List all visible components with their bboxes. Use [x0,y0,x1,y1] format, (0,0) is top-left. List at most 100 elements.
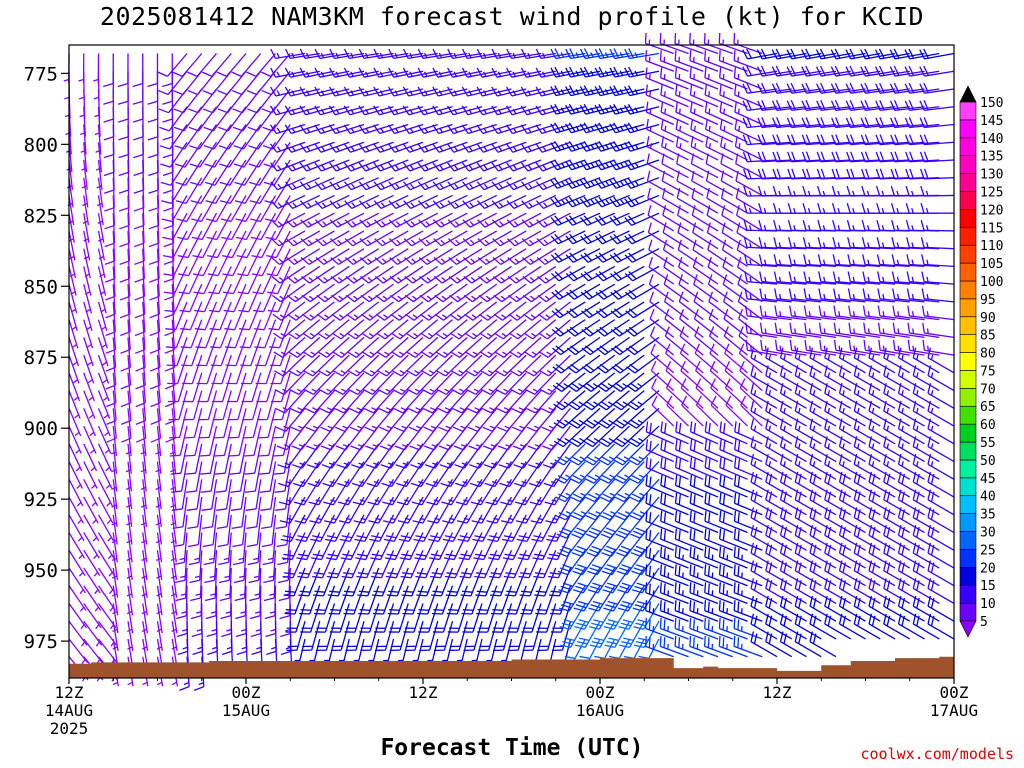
wind-barb [247,514,262,548]
wind-barb [83,372,95,402]
wind-barb [245,479,262,511]
wind-barb [271,372,291,403]
wind-barb [307,461,336,488]
wind-barb [368,496,395,524]
wind-barb [258,425,277,457]
wind-barb [346,301,380,321]
wind-barb [504,567,527,597]
source-credit: coolwx.com/models [860,745,1014,763]
wind-barb [68,549,86,577]
wind-barb [417,86,453,97]
wind-barb [388,230,424,247]
wind-barb [272,301,306,321]
wind-barb [302,319,335,340]
wind-barb [530,496,557,524]
wind-barb [134,266,146,301]
wind-barb [270,354,291,385]
colorbar-label: 5 [980,615,988,630]
wind-barb [223,266,247,295]
wind-barb [148,177,160,212]
colorbar-label: 120 [980,203,1003,218]
wind-barb [750,613,778,640]
wind-barb [462,603,483,633]
wind-barb [246,53,276,77]
wind-barb [68,319,79,349]
wind-barb [163,195,175,230]
wind-barb [163,213,175,248]
wind-barb [344,230,380,247]
wind-barb [403,177,439,191]
wind-barb [300,603,321,633]
colorbar-bin [959,513,977,532]
wind-barb [278,461,306,488]
wind-barb [358,585,380,615]
wind-barb [352,478,380,506]
colorbar-label: 105 [980,257,1003,272]
wind-barb [331,301,365,321]
wind-barb [438,407,468,432]
wind-barb [191,212,218,241]
wind-barb [215,461,232,493]
wind-barb [251,621,263,656]
wind-barb [103,88,115,123]
wind-barb [104,230,116,265]
wind-barb [81,142,88,173]
wind-barb [83,213,90,243]
wind-barb [491,603,513,633]
wind-barb [344,603,365,633]
wind-barb [221,603,232,638]
wind-barb [83,337,94,367]
wind-barb [422,372,453,396]
wind-barb [82,195,90,226]
wind-barb [147,53,159,88]
wind-barb [433,230,468,247]
wind-barb [507,621,527,651]
wind-barb [272,319,306,340]
wind-barb [309,496,336,524]
wind-barb [358,48,394,60]
wind-barb [134,230,145,265]
wind-barb [292,461,321,488]
wind-barb [521,248,557,265]
wind-barb [580,283,616,300]
wind-barb [435,336,468,358]
colorbar-bin [959,405,977,425]
wind-barb [625,283,660,300]
wind-barb [68,354,80,384]
wind-barb [216,479,232,511]
wind-barb [303,354,335,377]
wind-barb [410,461,439,488]
wind-barb [374,248,409,265]
wind-barb [432,159,468,172]
wind-barb [358,159,394,172]
wind-barb [95,142,102,173]
wind-barb [210,337,232,367]
wind-barb [166,337,188,367]
wind-barb [268,301,291,331]
wind-barb [389,283,424,303]
wind-barb [447,177,483,191]
wind-barb [467,407,498,432]
wind-barb [523,319,557,340]
wind-barb [471,496,498,524]
wind-barb [520,585,542,615]
wind-barb [165,319,188,349]
wind-barb [265,212,291,241]
wind-barb [479,319,512,340]
wind-barb [191,195,218,223]
wind-barb [110,426,118,456]
wind-barb [83,443,98,472]
colorbar-bin [959,352,977,371]
wind-barb [194,301,218,331]
wind-barb [205,177,232,204]
wind-barb [493,301,527,321]
wind-barb [97,532,115,560]
wind-barb [147,106,159,141]
wind-barb [269,105,306,116]
colorbar-bin [959,119,977,139]
wind-barb [433,265,468,284]
wind-barb [160,159,188,186]
y-tick-label: 800 [24,134,58,156]
wind-barb [204,567,218,602]
wind-barb [403,248,439,265]
